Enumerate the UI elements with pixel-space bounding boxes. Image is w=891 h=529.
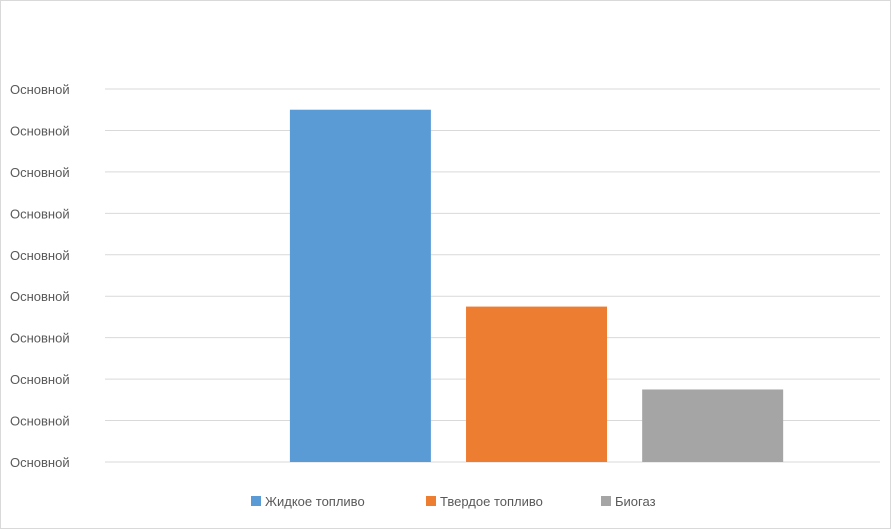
gridlines xyxy=(105,88,880,463)
legend-swatch xyxy=(251,496,261,506)
bars xyxy=(289,109,784,462)
y-tick-label: Основной xyxy=(10,455,70,470)
legend-label: Твердое топливо xyxy=(440,494,543,509)
y-tick-label: Основной xyxy=(10,206,70,221)
y-tick-label: Основной xyxy=(10,82,70,97)
y-tick-label: Основной xyxy=(10,372,70,387)
legend: Жидкое топливо Твердое топливо Биогаз xyxy=(251,494,656,509)
bar-3 xyxy=(642,389,784,462)
y-tick-label: Основной xyxy=(10,248,70,263)
y-axis-tick-labels: Основной Основной Основной Основной Основной… xyxy=(10,82,70,470)
legend-label: Жидкое топливо xyxy=(265,494,365,509)
bar-2 xyxy=(466,306,608,462)
y-tick-label: Основной xyxy=(10,165,70,180)
y-tick-label: Основной xyxy=(10,123,70,138)
legend-swatch xyxy=(426,496,436,506)
y-tick-label: Основной xyxy=(10,414,70,429)
legend-swatch xyxy=(601,496,611,506)
bar-1 xyxy=(289,109,431,462)
y-tick-label: Основной xyxy=(10,289,70,304)
y-tick-label: Основной xyxy=(10,331,70,346)
legend-label: Биогаз xyxy=(615,494,656,509)
